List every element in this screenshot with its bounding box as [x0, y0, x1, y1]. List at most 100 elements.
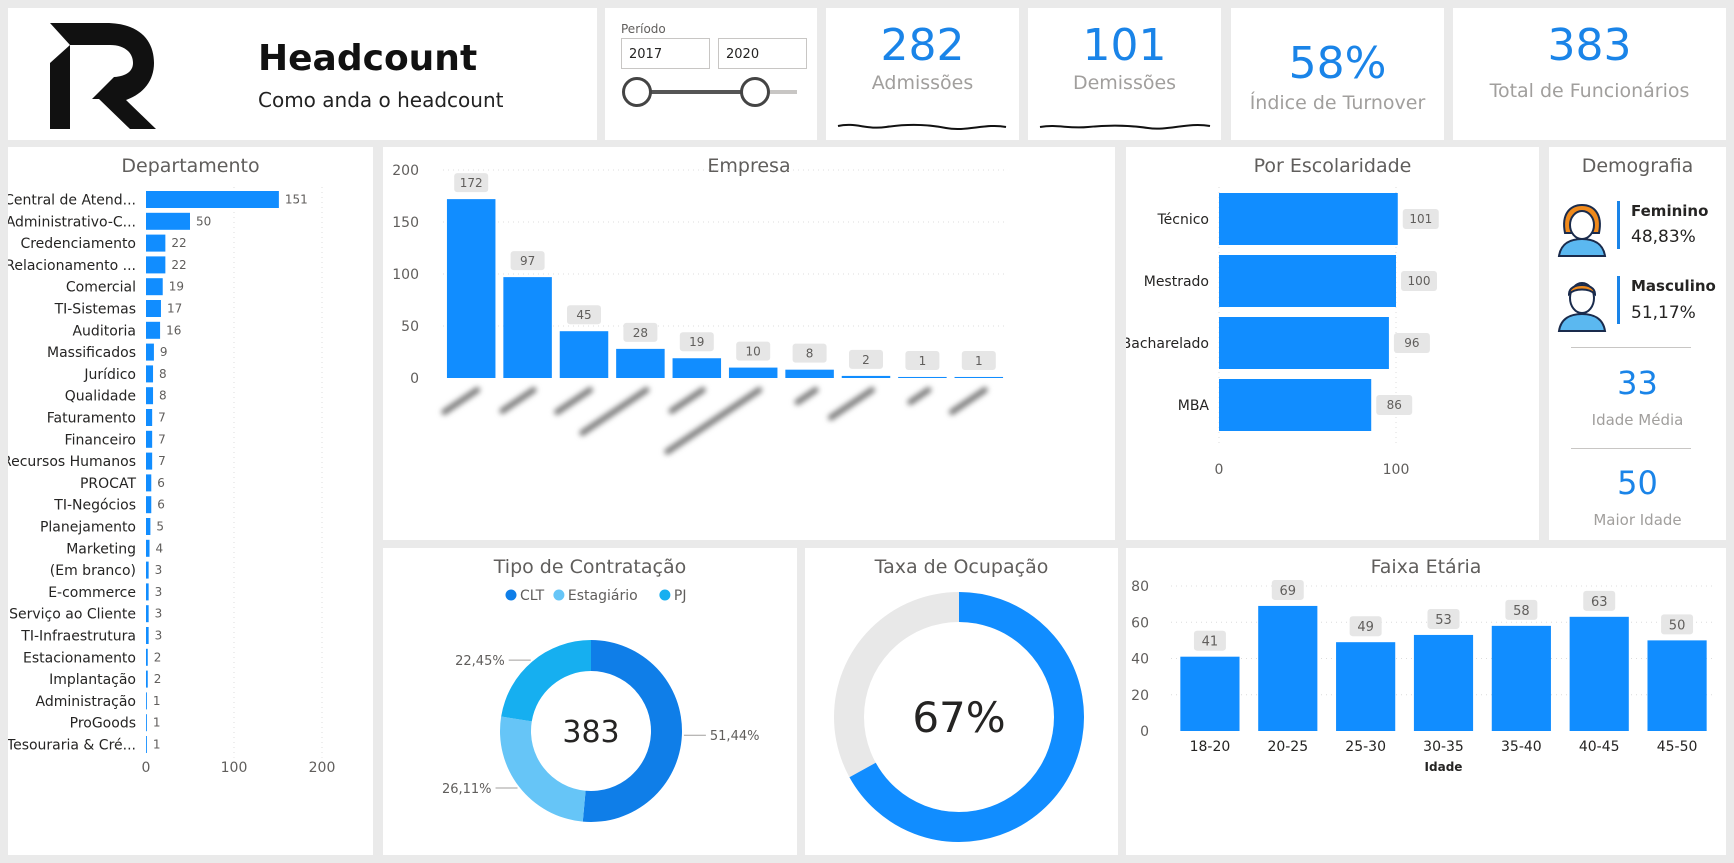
data-label: 6 [157, 498, 165, 512]
category-label: Central de Atend... [8, 193, 136, 209]
data-label-pill [1505, 599, 1538, 620]
page-subtitle: Como anda o headcount [258, 88, 504, 112]
periodo-slider-start-handle[interactable] [622, 77, 652, 107]
idade-media-value: 33 [1617, 364, 1658, 402]
data-label: 1 [153, 694, 161, 708]
category-label-redacted [668, 387, 706, 414]
data-label: 2 [862, 353, 870, 367]
demissoes-card: 101 Demissões [1028, 8, 1221, 140]
bar [1219, 255, 1396, 307]
total-card: 383 Total de Funcionários [1453, 8, 1726, 140]
man-avatar-icon [1557, 282, 1607, 332]
data-label-pill [961, 350, 996, 370]
donut-center-label: 383 [562, 715, 619, 750]
data-label-pill [510, 251, 545, 271]
category-label-redacted [664, 387, 763, 455]
faixa-card: Faixa Etária 0 20 40 60 80 41 18-20 69 20-25 49 25… [1126, 548, 1726, 855]
admissoes-sparkline [837, 123, 1007, 130]
data-label: 19 [169, 280, 184, 294]
bar [1219, 379, 1372, 431]
data-label-pill [792, 343, 827, 363]
bar [898, 376, 947, 378]
data-label: 7 [158, 454, 166, 468]
bar [1491, 625, 1551, 731]
data-label-pill [736, 341, 771, 361]
bar [728, 367, 778, 378]
data-label-pill [849, 349, 883, 369]
data-label: 7 [158, 432, 166, 446]
data-label: 8 [159, 367, 167, 381]
data-label: 151 [285, 193, 308, 207]
x-tick-label: 40-45 [1579, 739, 1620, 755]
page-title: Headcount [258, 38, 478, 79]
idade-media-label: Idade Média [1591, 411, 1684, 429]
y-tick-label: 0 [1140, 724, 1149, 740]
category-label: TI-Infraestrutura [20, 629, 136, 645]
bar [146, 670, 148, 688]
data-label: 49 [1357, 620, 1374, 635]
admissoes-value: 282 [880, 20, 965, 71]
periodo-slider-end-handle[interactable] [740, 77, 770, 107]
y-tick-label: 20 [1131, 688, 1149, 704]
x-tick-label: 30-35 [1423, 739, 1464, 755]
data-label: 26,11% [442, 782, 492, 797]
masculino-value: 51,17% [1631, 303, 1696, 323]
bar [146, 409, 153, 426]
bar [146, 452, 153, 470]
total-value: 383 [1547, 20, 1632, 71]
data-label-pill [1349, 616, 1382, 637]
demissoes-label: Demissões [1072, 72, 1177, 94]
data-label: 28 [633, 326, 648, 340]
legend-label: CLT [520, 588, 545, 604]
data-label: 19 [689, 335, 704, 349]
legend-label: PJ [674, 588, 687, 604]
total-label: Total de Funcionários [1489, 80, 1690, 102]
bar [146, 234, 166, 252]
y-tick-label: 0 [410, 371, 419, 387]
bar [1647, 640, 1707, 731]
x-tick-label: 200 [309, 760, 336, 776]
data-label-pill [1402, 209, 1439, 229]
category-label: MBA [1178, 398, 1210, 414]
data-label: 101 [1409, 212, 1432, 226]
category-label: TI-Sistemas [54, 302, 136, 318]
data-label: 4 [156, 541, 164, 555]
periodo-start-input[interactable]: 2017 [621, 38, 710, 69]
category-label: TI-Negócios [53, 498, 136, 514]
donut-slice [501, 640, 591, 722]
demografia-separator-2 [1571, 448, 1691, 449]
escolaridade-card: Por Escolaridade 0 100 Técnico 101 Mestrado 1… [1126, 147, 1539, 540]
faixa-title: Faixa Etária [1370, 556, 1482, 578]
demografia-separator-1 [1571, 347, 1691, 348]
bar [146, 387, 154, 405]
bar [146, 278, 163, 296]
y-tick-label: 60 [1131, 615, 1149, 631]
bar [1569, 616, 1629, 731]
data-label: 5 [156, 520, 164, 534]
bar [146, 256, 166, 274]
escolaridade-title: Por Escolaridade [1253, 155, 1412, 177]
contratacao-chart: CLT Estagiário PJ 51,44% 26,11% 22,45% 383 [442, 588, 760, 822]
data-label: 51,44% [710, 729, 760, 744]
legend-marker [553, 589, 565, 601]
data-label: 1 [153, 738, 161, 752]
y-tick-label: 200 [392, 163, 419, 179]
r-logo-icon [50, 23, 156, 129]
periodo-slider-fill [637, 90, 755, 94]
ocupacao-chart: 67% [834, 592, 1084, 842]
category-label-redacted [828, 387, 875, 421]
data-label: 50 [1669, 618, 1686, 633]
periodo-end-input[interactable]: 2020 [718, 38, 807, 69]
data-label: 3 [155, 629, 163, 643]
legend-marker [659, 589, 671, 601]
donut-slice [582, 640, 683, 822]
bar [146, 321, 161, 339]
bar [1336, 642, 1396, 731]
data-label: 100 [1408, 274, 1431, 288]
bar [559, 331, 609, 378]
data-label: 172 [460, 176, 483, 190]
data-label: 96 [1404, 336, 1419, 350]
bar [446, 199, 496, 378]
data-label-pill [905, 350, 940, 370]
bar [146, 343, 154, 361]
